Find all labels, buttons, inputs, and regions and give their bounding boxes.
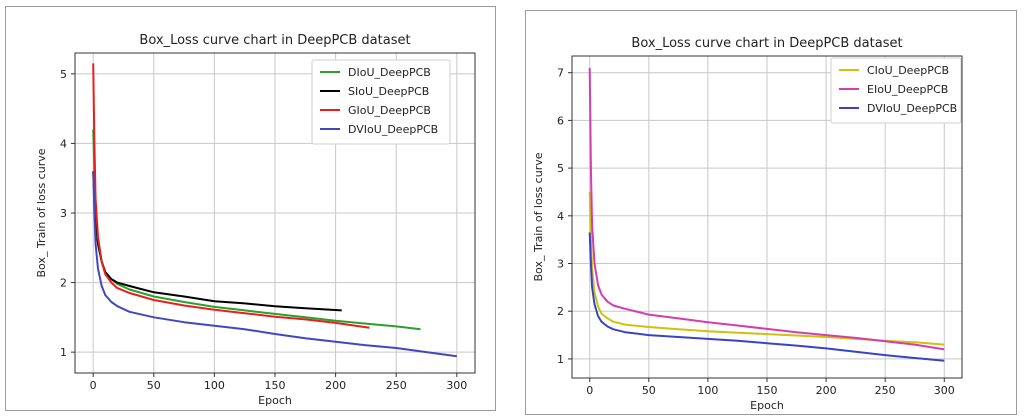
- y-tick-label: 2: [557, 305, 564, 318]
- plot-frame: [74, 52, 476, 374]
- y-tick-label: 1: [60, 346, 67, 359]
- chart-panel-left: Box_Loss curve chart in DeepPCB dataset 0…: [5, 6, 496, 411]
- y-axis-label: Box_ Train of loss curve: [532, 152, 545, 281]
- series-line-giou-deeppcb: [92, 63, 370, 329]
- chart-panel-right: Box_Loss curve chart in DeepPCB dataset 0…: [525, 10, 1017, 415]
- legend-label: CIoU_DeepPCB: [867, 64, 949, 77]
- x-axis-label: Epoch: [750, 399, 784, 412]
- x-tick-label: 200: [816, 384, 837, 397]
- y-tick-label: 4: [60, 137, 67, 150]
- x-tick-label: 0: [586, 384, 593, 397]
- x-tick-label: 150: [757, 384, 778, 397]
- y-tick-label: 7: [557, 67, 564, 80]
- y-tick-label: 3: [557, 258, 564, 271]
- y-tick-label: 5: [557, 162, 564, 175]
- series-line-eiou-deeppcb: [588, 67, 945, 351]
- x-tick-label: 300: [446, 379, 467, 392]
- x-tick-label: 150: [265, 379, 286, 392]
- y-tick-label: 1: [557, 353, 564, 366]
- y-axis-label: Box_ Train of loss curve: [35, 148, 48, 277]
- series-line-diou-deeppcb: [92, 129, 421, 331]
- x-tick-label: 50: [147, 379, 161, 392]
- y-tick-label: 3: [60, 207, 67, 220]
- y-tick-label: 4: [557, 210, 564, 223]
- series-line-dviou-deeppcb: [588, 232, 945, 362]
- legend-box: [830, 57, 962, 124]
- legend-label: DVIoU_DeepPCB: [867, 102, 957, 115]
- legend-box: [311, 59, 451, 145]
- x-tick-label: 300: [934, 384, 955, 397]
- x-tick-label: 50: [642, 384, 656, 397]
- chart-right-svg: Box_Loss curve chart in DeepPCB dataset 0…: [532, 36, 963, 412]
- x-tick-label: 200: [325, 379, 346, 392]
- legend-label: DIoU_DeepPCB: [348, 66, 431, 79]
- x-axis-label: Epoch: [258, 394, 292, 407]
- x-tick-label: 250: [386, 379, 407, 392]
- plot-frame: [571, 55, 963, 379]
- x-tick-label: 0: [90, 379, 97, 392]
- legend-label: DVIoU_DeepPCB: [348, 123, 438, 136]
- x-tick-label: 100: [204, 379, 225, 392]
- legend-label: GIoU_DeepPCB: [348, 104, 431, 117]
- series-line-ciou-deeppcb: [588, 191, 945, 346]
- legend-label: SIoU_DeepPCB: [348, 85, 429, 98]
- x-tick-label: 100: [697, 384, 718, 397]
- y-tick-label: 6: [557, 114, 564, 127]
- series-line-dviou-deeppcb: [92, 171, 457, 358]
- x-tick-label: 250: [875, 384, 896, 397]
- chart-left-svg: Box_Loss curve chart in DeepPCB dataset 0…: [35, 33, 476, 407]
- y-tick-label: 2: [60, 277, 67, 290]
- legend-label: EIoU_DeepPCB: [867, 83, 948, 96]
- y-tick-label: 5: [60, 68, 67, 81]
- chart-title: Box_Loss curve chart in DeepPCB dataset: [139, 33, 410, 48]
- chart-title: Box_Loss curve chart in DeepPCB dataset: [631, 36, 902, 51]
